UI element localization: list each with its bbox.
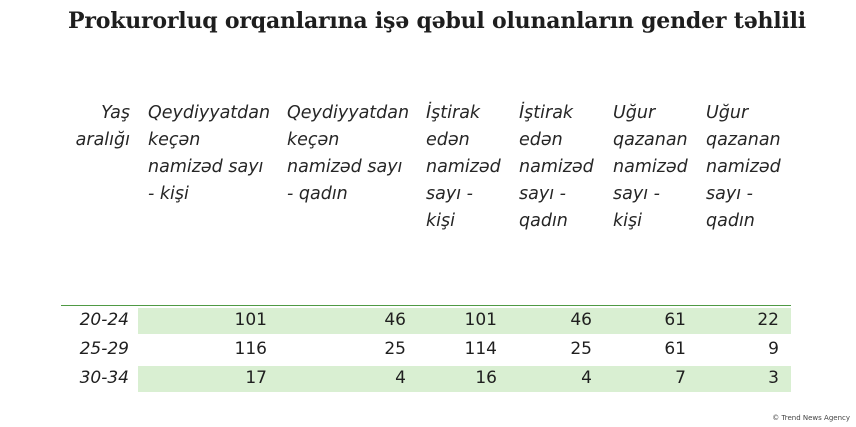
participated-female-cell: 25	[570, 339, 592, 359]
data-table: 20-24 101 46 101 46 61 22 25-29 116 25 1…	[61, 305, 791, 393]
page-title: Prokurorluq orqanlarına işə qəbul olunan…	[68, 8, 806, 34]
header-participated-male: İştirak edən namizəd sayı - kişi	[426, 103, 501, 231]
participated-male-cell: 16	[475, 368, 497, 388]
table-header: Yaş aralığı Qeydiyyatdan keçən namizəd s…	[0, 100, 856, 300]
successful-female-cell: 3	[768, 368, 779, 388]
row-shading	[138, 366, 791, 392]
successful-female-cell: 22	[757, 310, 779, 330]
table-row: 30-34 17 4 16 4 7 3	[61, 364, 791, 393]
participated-male-cell: 101	[464, 310, 497, 330]
participated-female-cell: 46	[570, 310, 592, 330]
registered-male-cell: 101	[234, 310, 267, 330]
participated-male-cell: 114	[464, 339, 497, 359]
header-age-range: Yaş aralığı	[75, 103, 130, 150]
successful-male-cell: 7	[675, 368, 686, 388]
row-shading	[138, 308, 791, 334]
header-registered-female: Qeydiyyatdan keçən namizəd sayı - qadın	[287, 103, 410, 204]
header-successful-male: Uğur qazanan namizəd sayı - kişi	[613, 103, 688, 231]
registered-female-cell: 25	[384, 339, 406, 359]
successful-male-cell: 61	[664, 310, 686, 330]
age-range-cell: 20-24	[79, 310, 129, 330]
registered-female-cell: 46	[384, 310, 406, 330]
successful-female-cell: 9	[768, 339, 779, 359]
table-top-rule	[61, 305, 791, 306]
registered-male-cell: 116	[234, 339, 267, 359]
header-registered-male: Qeydiyyatdan keçən namizəd sayı - kişi	[148, 103, 271, 204]
successful-male-cell: 61	[664, 339, 686, 359]
registered-male-cell: 17	[245, 368, 267, 388]
header-successful-female: Uğur qazanan namizəd sayı - qadın	[706, 103, 781, 231]
table-row: 20-24 101 46 101 46 61 22	[61, 306, 791, 335]
table-row: 25-29 116 25 114 25 61 9	[61, 335, 791, 364]
header-participated-female: İştirak edən namizəd sayı - qadın	[519, 103, 594, 231]
registered-female-cell: 4	[395, 368, 406, 388]
age-range-cell: 30-34	[79, 368, 129, 388]
participated-female-cell: 4	[581, 368, 592, 388]
copyright-watermark: © Trend News Agency	[772, 414, 850, 422]
age-range-cell: 25-29	[79, 339, 129, 359]
